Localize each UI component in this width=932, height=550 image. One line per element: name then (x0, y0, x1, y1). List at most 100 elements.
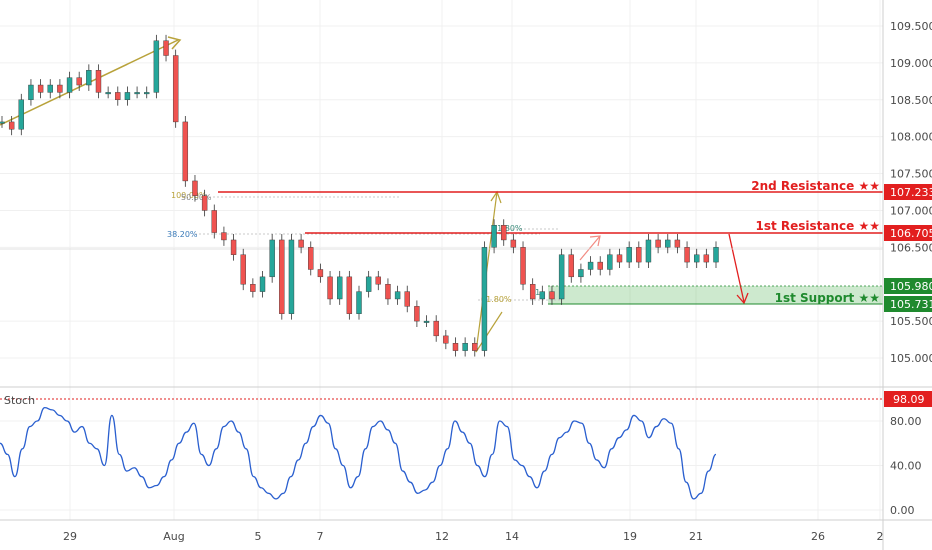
time-tick-label: 26 (811, 530, 825, 543)
support-zone-top-value: 105.980 (890, 280, 932, 293)
candle-body (212, 210, 217, 232)
candle-body (221, 233, 226, 240)
candle-body (405, 292, 410, 307)
candle-body (530, 284, 535, 299)
candle-body (578, 269, 583, 276)
support-1-value: 105.731 (890, 298, 932, 311)
stoch-axis: 80.00 40.00 0.00 (890, 415, 922, 517)
candle-body (492, 225, 497, 247)
candle-body (588, 262, 593, 269)
candle-body (135, 92, 140, 94)
candles (0, 35, 719, 357)
candle-body (270, 240, 275, 277)
candle-body (67, 78, 72, 93)
candle-body (48, 85, 53, 92)
time-tick-label: 5 (255, 530, 262, 543)
candle-body (241, 255, 246, 285)
support-1-label: 1st Support ★★ (775, 291, 880, 305)
candle-body (549, 292, 554, 299)
candle-body (96, 70, 101, 92)
time-tick-label: 21 (689, 530, 703, 543)
candle-body (501, 225, 506, 240)
price-tick-label: 107.000 (890, 204, 932, 217)
candle-body (337, 277, 342, 299)
candle-body (106, 92, 111, 94)
time-tick-label: 2 (877, 530, 884, 543)
candle-body (28, 85, 33, 100)
time-tick-label: 19 (623, 530, 637, 543)
time-tick-label: 7 (317, 530, 324, 543)
candle-body (125, 92, 130, 99)
candle-body (86, 70, 91, 85)
candle-body (646, 240, 651, 262)
candle-body (694, 255, 699, 262)
time-tick-label: 29 (63, 530, 77, 543)
candle-body (569, 255, 574, 277)
annotations (0, 37, 748, 352)
candle-body (0, 122, 5, 124)
candle-body (164, 41, 169, 56)
candle-body (328, 277, 333, 299)
candle-body (19, 100, 24, 130)
candle-body (424, 321, 429, 323)
candle-body (482, 247, 487, 350)
stoch-tick-label: 40.00 (890, 460, 922, 473)
candle-body (279, 240, 284, 314)
resistance-2-label: 2nd Resistance ★★ (751, 179, 880, 193)
candle-body (115, 92, 120, 99)
candle-body (414, 306, 419, 321)
candle-body (521, 247, 526, 284)
candle-body (192, 181, 197, 196)
time-tick-label: 14 (505, 530, 519, 543)
candle-body (366, 277, 371, 292)
candle-body (714, 247, 719, 262)
candle-body (434, 321, 439, 336)
candle-body (385, 284, 390, 299)
resistance-1-value: 106.705 (890, 227, 932, 240)
candle-body (77, 78, 82, 85)
candle-body (231, 240, 236, 255)
candle-body (395, 292, 400, 299)
candle-body (559, 255, 564, 299)
fib-label-38: 38.20% (167, 230, 198, 239)
price-tick-label: 105.500 (890, 315, 932, 328)
price-tick-label: 105.000 (890, 352, 932, 365)
candle-body (598, 262, 603, 269)
candle-body (173, 56, 178, 122)
price-tick-label: 106.500 (890, 241, 932, 254)
candle-body (540, 292, 545, 299)
price-tick-label: 108.500 (890, 94, 932, 107)
resistance-2-value: 107.233 (890, 186, 932, 199)
candle-body (308, 247, 313, 269)
stoch-title: Stoch (4, 394, 35, 407)
candle-body (183, 122, 188, 181)
candle-body (357, 292, 362, 314)
candle-body (443, 336, 448, 343)
price-tick-label: 109.000 (890, 57, 932, 70)
stoch-tick-label: 0.00 (890, 504, 915, 517)
candle-body (627, 247, 632, 262)
candle-body (376, 277, 381, 284)
grid-lines (0, 0, 883, 520)
candle-body (685, 247, 690, 262)
candle-body (607, 255, 612, 270)
price-tick-label: 107.500 (890, 168, 932, 181)
time-axis[interactable]: 29 Aug 5 7 12 14 19 21 26 2 (63, 530, 884, 543)
stoch-tick-label: 80.00 (890, 415, 922, 428)
time-tick-label: 12 (435, 530, 449, 543)
price-tick-label: 108.000 (890, 131, 932, 144)
candle-body (675, 240, 680, 247)
candle-body (260, 277, 265, 292)
candle-body (154, 41, 159, 93)
candle-body (665, 240, 670, 247)
candle-body (347, 277, 352, 314)
candle-body (704, 255, 709, 262)
candle-body (318, 269, 323, 276)
candle-body (472, 343, 477, 350)
candle-body (57, 85, 62, 92)
candle-body (38, 85, 43, 92)
price-tick-label: 109.500 (890, 20, 932, 33)
candle-body (511, 240, 516, 247)
candle-body (453, 343, 458, 350)
